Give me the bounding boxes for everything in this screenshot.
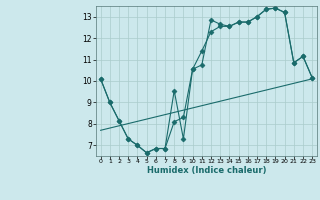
X-axis label: Humidex (Indice chaleur): Humidex (Indice chaleur)	[147, 166, 266, 175]
